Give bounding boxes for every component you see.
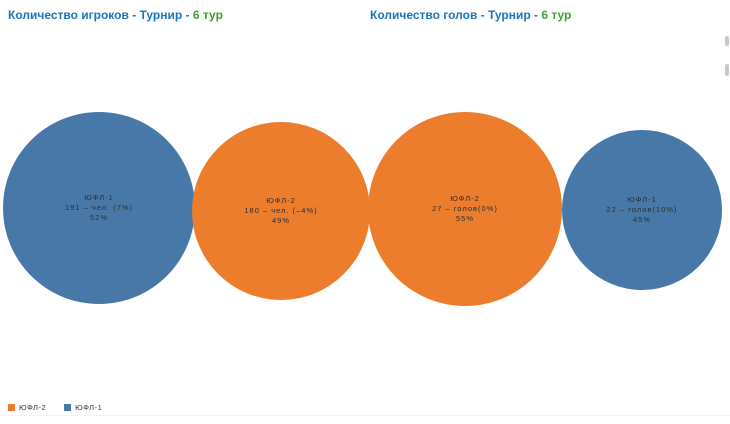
legend-label: ЮФЛ-2 bbox=[19, 403, 47, 412]
players-title-accent: 6 тур bbox=[192, 8, 223, 22]
scrollbar[interactable] bbox=[724, 30, 730, 90]
goals-chart-title: Количество голов - Турнир - 6 тур bbox=[370, 8, 571, 22]
legend-label: ЮФЛ-1 bbox=[75, 403, 103, 412]
legend-item-yufl2[interactable]: ЮФЛ-2 bbox=[8, 403, 46, 412]
goals-title-text: Количество голов - Турнир - bbox=[370, 8, 542, 22]
players-title-text: Количество игроков - Турнир - bbox=[8, 8, 193, 22]
bubble-value: 27 – голов(0%) bbox=[432, 204, 498, 213]
chart-legend: ЮФЛ-2 ЮФЛ-1 bbox=[8, 403, 102, 412]
bubble-percent: 45% bbox=[632, 215, 651, 224]
legend-swatch-orange bbox=[8, 404, 15, 411]
bubble-percent: 55% bbox=[455, 214, 474, 223]
bubble-value: 22 – голов(10%) bbox=[606, 205, 678, 214]
goals-bubble-yufl2[interactable]: ЮФЛ-2 27 – голов(0%) 55% bbox=[368, 112, 562, 306]
scrollbar-thumb[interactable] bbox=[725, 36, 729, 46]
legend-item-yufl1[interactable]: ЮФЛ-1 bbox=[64, 403, 102, 412]
bubble-percent: 52% bbox=[89, 213, 108, 222]
players-bubble-yufl1[interactable]: ЮФЛ-1 191 – чел. (7%) 52% bbox=[3, 112, 195, 304]
bubble-label: ЮФЛ-1 bbox=[84, 193, 114, 202]
bubble-label: ЮФЛ-2 bbox=[450, 194, 480, 203]
scrollbar-thumb[interactable] bbox=[725, 64, 729, 76]
goals-bubble-yufl1[interactable]: ЮФЛ-1 22 – голов(10%) 45% bbox=[562, 130, 722, 290]
bubble-value: 191 – чел. (7%) bbox=[64, 203, 134, 212]
players-bubble-yufl2[interactable]: ЮФЛ-2 180 – чел. (–4%) 49% bbox=[192, 122, 370, 300]
bubble-percent: 49% bbox=[271, 216, 290, 225]
bubble-label: ЮФЛ-2 bbox=[266, 196, 296, 205]
bottom-strip bbox=[0, 415, 730, 424]
bubble-value: 180 – чел. (–4%) bbox=[244, 206, 318, 215]
legend-swatch-blue bbox=[64, 404, 72, 411]
players-chart-title: Количество игроков - Турнир - 6 тур bbox=[8, 8, 223, 22]
bubble-label: ЮФЛ-1 bbox=[627, 195, 657, 204]
goals-title-accent: 6 тур bbox=[541, 8, 572, 22]
